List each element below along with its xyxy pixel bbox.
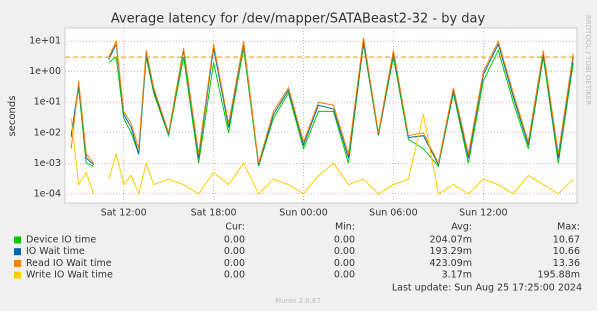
y-tick-label: 1e+01 [29,36,61,47]
legend-swatch [14,248,21,256]
stat-value: 0.00 [334,270,355,281]
stat-value: 0.00 [334,258,355,269]
legend-swatch [14,236,21,244]
stat-header: Cur: [225,222,245,233]
stat-value: 0.00 [224,235,245,246]
stat-header: Min: [335,222,355,233]
stat-value: 3.17m [442,270,472,281]
chart-title: Average latency for /dev/mapper/SATABeas… [111,12,486,27]
x-tick-label: Sun 06:00 [369,208,417,219]
stat-value: 0.00 [334,235,355,246]
y-axis-label: seconds [7,96,18,137]
stat-header: Avg: [451,222,472,233]
stat-value: 204.07m [430,235,473,246]
x-tick-label: Sat 12:00 [101,208,147,219]
y-tick-label: 1e+00 [29,66,61,77]
stat-value: 195.88m [538,270,581,281]
y-tick-label: 1e-04 [34,188,61,199]
stat-value: 0.00 [224,258,245,269]
y-tick-label: 1e-02 [34,127,61,138]
series-line [70,37,574,165]
footer: Munin 2.0.67 [275,297,321,305]
last-update: Last update: Sun Aug 25 17:25:00 2024 [392,283,582,294]
stat-value: 10.66 [553,246,580,257]
stat-value: 0.00 [224,270,245,281]
stat-header: Max: [557,222,580,233]
stat-value: 10.67 [553,235,580,246]
side-text: RRDTOOL / TOBI OETIKER [584,15,592,105]
series-line [70,114,574,196]
stat-value: 423.09m [430,258,473,269]
plot-border [64,27,578,204]
legend-label: Write IO Wait time [26,270,113,281]
stat-value: 0.00 [334,246,355,257]
legend-swatch [14,259,21,267]
x-tick-label: Sat 18:00 [191,208,237,219]
legend-swatch [14,271,21,279]
x-tick-label: Sun 12:00 [459,208,507,219]
y-tick-label: 1e-03 [34,158,61,169]
stat-value: 0.00 [224,246,245,257]
x-tick-label: Sun 00:00 [279,208,327,219]
stat-value: 13.36 [553,258,580,269]
legend-label: Device IO time [26,235,96,246]
y-tick-label: 1e-01 [34,97,61,108]
legend-label: IO Wait time [26,246,85,257]
legend-label: Read IO Wait time [26,258,112,269]
stat-value: 193.29m [430,246,473,257]
